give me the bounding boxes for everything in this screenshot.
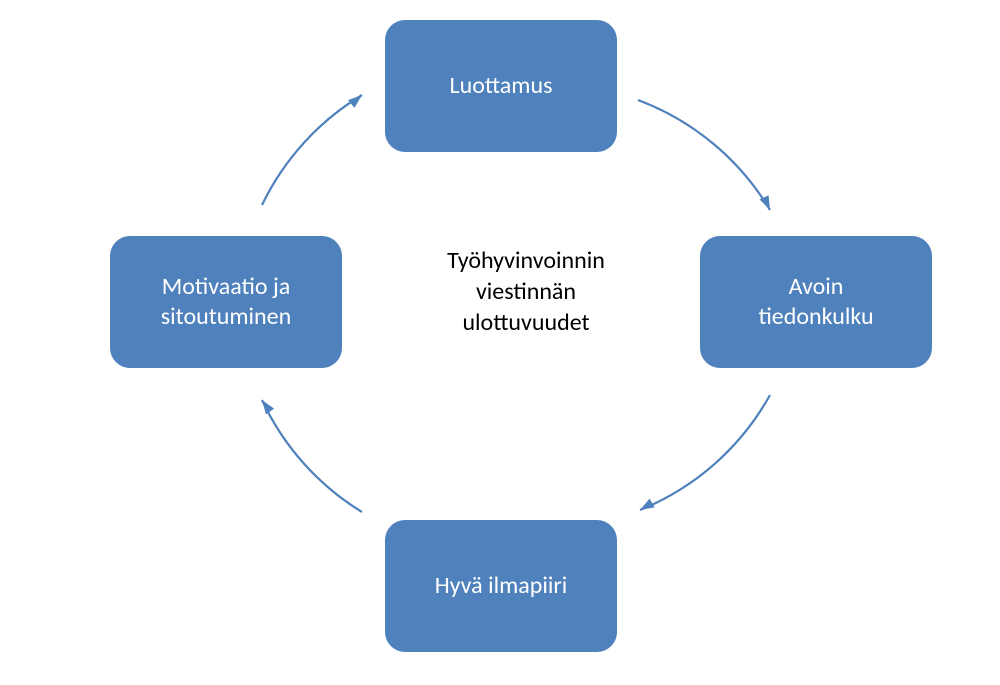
arrow-left-top xyxy=(262,95,362,205)
arrowhead-top-right xyxy=(760,195,770,210)
arrow-bottom-left xyxy=(262,400,362,512)
arrowhead-bottom-left xyxy=(262,400,274,414)
node-line: Avoin xyxy=(758,272,873,302)
cycle-node-right: Avointiedonkulku xyxy=(700,236,932,368)
node-line: tiedonkulku xyxy=(758,302,873,332)
cycle-node-bottom: Hyvä ilmapiiri xyxy=(385,520,617,652)
center-title: Työhyvinvoinninviestinnänulottuvuudet xyxy=(416,245,636,339)
center-line: viestinnän xyxy=(416,276,636,307)
arrowhead-right-bottom xyxy=(640,499,655,510)
node-line: Luottamus xyxy=(450,71,553,101)
node-line: Hyvä ilmapiiri xyxy=(435,571,568,601)
arrowhead-left-top xyxy=(348,95,362,108)
center-line: Työhyvinvoinnin xyxy=(416,245,636,276)
cycle-node-top: Luottamus xyxy=(385,20,617,152)
node-line: Motivaatio ja xyxy=(161,272,291,302)
node-line: sitoutuminen xyxy=(161,302,291,332)
cycle-diagram: Työhyvinvoinninviestinnänulottuvuudet Lu… xyxy=(0,0,1000,685)
arrow-top-right xyxy=(638,100,770,210)
cycle-node-left: Motivaatio jasitoutuminen xyxy=(110,236,342,368)
arrow-right-bottom xyxy=(640,395,770,510)
center-line: ulottuvuudet xyxy=(416,307,636,338)
